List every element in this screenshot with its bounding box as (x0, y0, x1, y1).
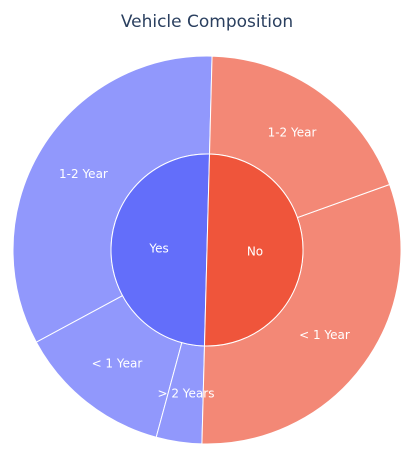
outer-ring (12, 55, 402, 445)
inner-label-yes: Yes (148, 242, 168, 256)
outer-label-no-1-year: < 1 Year (299, 328, 350, 342)
outer-label-yes-1-year: < 1 Year (92, 357, 143, 371)
chart-title: Vehicle Composition (121, 12, 293, 32)
inner-wedge-no[interactable] (203, 153, 304, 347)
inner-ring (110, 153, 304, 347)
segment-labels: Yes No 1-2 Year < 1 Year > 2 Years < 1 Year 1-… (59, 126, 350, 401)
inner-label-no: No (247, 244, 263, 258)
outer-label-yes-2-years: > 2 Years (157, 386, 214, 400)
inner-wedge-yes[interactable] (110, 153, 211, 347)
outer-label-yes-1-2-year: 1-2 Year (59, 167, 108, 181)
outer-label-no-1-2-year: 1-2 Year (268, 126, 317, 140)
